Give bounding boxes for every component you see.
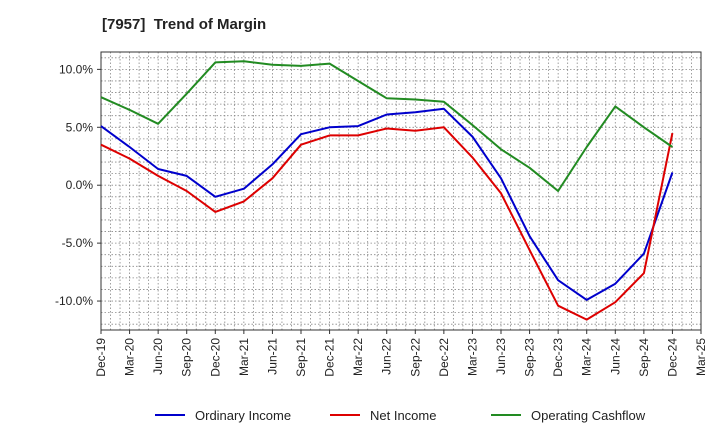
- x-tick-label: Dec-22: [437, 338, 451, 377]
- x-tick-label: Jun-21: [265, 338, 279, 375]
- x-tick-label: Jun-23: [494, 338, 508, 375]
- legend-label: Net Income: [370, 408, 436, 423]
- legend-label: Ordinary Income: [195, 408, 291, 423]
- x-tick-label: Dec-19: [94, 338, 108, 377]
- series-line-ordinary-income: [100, 107, 674, 301]
- x-tick-label: Jun-20: [151, 338, 165, 375]
- y-tick-label: 5.0%: [66, 120, 94, 134]
- x-tick-label: Mar-22: [351, 338, 365, 376]
- x-tick-label: Mar-23: [465, 338, 479, 376]
- x-tick-label: Mar-24: [580, 338, 594, 376]
- y-tick-label: -10.0%: [55, 294, 93, 308]
- legend-label: Operating Cashflow: [531, 408, 646, 423]
- x-tick-label: Mar-20: [123, 338, 137, 376]
- series-line-net-income: [100, 126, 674, 321]
- x-tick-label: Sep-24: [637, 338, 651, 377]
- plot-frame: [100, 51, 702, 331]
- x-tick-label: Mar-25: [694, 338, 708, 376]
- x-tick-label: Dec-23: [551, 338, 565, 377]
- x-tick-label: Sep-21: [294, 338, 308, 377]
- chart-title: [7957] Trend of Margin: [102, 16, 267, 33]
- x-tick-label: Dec-20: [208, 338, 222, 377]
- x-tick-label: Jun-22: [380, 338, 394, 375]
- x-tick-label: Sep-20: [180, 338, 194, 377]
- x-tick-label: Dec-21: [323, 338, 337, 377]
- series-line-operating-cashflow: [100, 60, 673, 192]
- y-tick-label: 0.0%: [66, 178, 94, 192]
- y-tick-label: -5.0%: [62, 236, 94, 250]
- y-tick-label: 10.0%: [59, 62, 93, 76]
- x-tick-label: Mar-21: [237, 338, 251, 376]
- x-tick-label: Jun-24: [608, 338, 622, 375]
- x-tick-label: Sep-22: [408, 338, 422, 377]
- x-tick-label: Dec-24: [665, 338, 679, 377]
- x-tick-label: Sep-23: [523, 338, 537, 377]
